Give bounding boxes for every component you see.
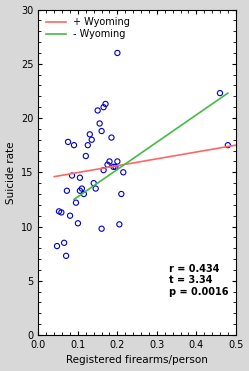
Point [76,220,80,226]
Point [114,164,118,170]
Point [112,164,116,170]
Point [121,169,125,175]
Point [119,191,123,197]
Point [115,50,119,56]
Point [115,158,119,164]
Point [117,221,121,227]
Text: r = 0.434
t = 3.34
p = 0.0016: r = 0.434 t = 3.34 p = 0.0016 [169,264,228,297]
Point [218,90,222,96]
Point [104,101,108,107]
Point [84,153,88,159]
Point [102,104,106,110]
Point [100,226,104,232]
Point [92,180,96,186]
Point [59,210,63,216]
Point [88,131,92,137]
Point [106,162,110,168]
Point [102,167,106,173]
X-axis label: Registered firearms/person: Registered firearms/person [66,355,208,365]
Point [82,191,86,197]
Point [90,137,94,143]
Point [80,186,84,191]
Point [108,158,112,164]
Legend: + Wyoming, - Wyoming: + Wyoming, - Wyoming [43,14,133,42]
Point [55,243,59,249]
Point [68,213,72,219]
Point [70,173,74,178]
Point [66,139,70,145]
Point [94,186,98,191]
Point [65,188,69,194]
Point [78,175,82,181]
Point [98,121,102,127]
Point [74,200,78,206]
Point [64,253,68,259]
Y-axis label: Suicide rate: Suicide rate [5,141,15,204]
Point [96,108,100,114]
Point [62,240,66,246]
Point [86,142,90,148]
Point [78,188,82,194]
Point [57,209,61,214]
Point [100,128,104,134]
Point [72,142,76,148]
Point [110,135,114,141]
Point [226,142,230,148]
